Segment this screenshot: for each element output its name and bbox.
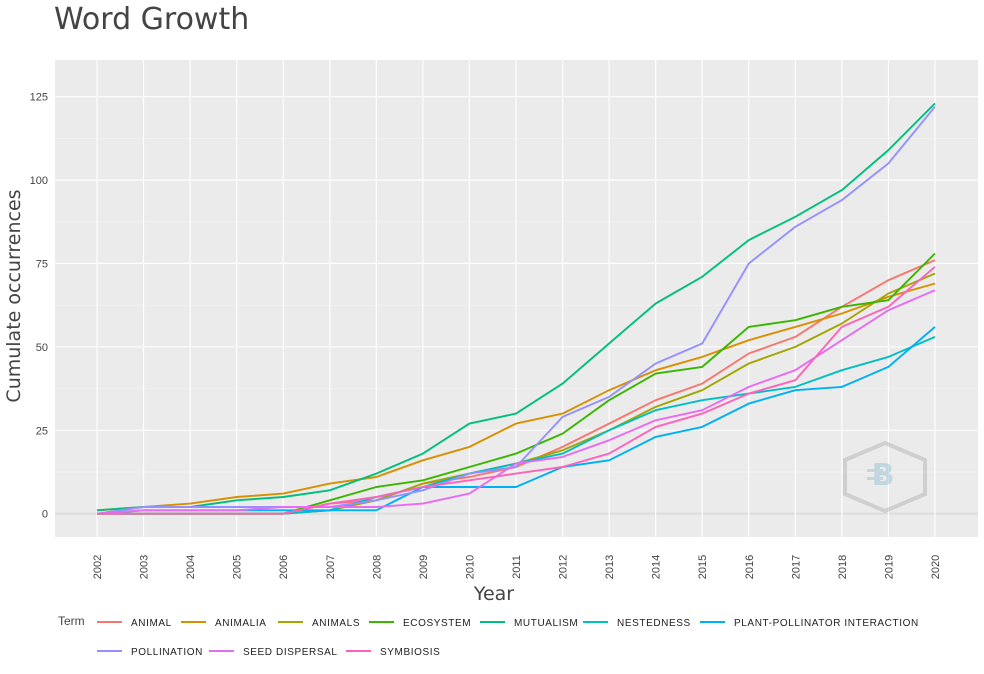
x-tick-label: 2013 [604, 555, 616, 579]
y-tick-label: 75 [36, 258, 48, 270]
x-tick-label: 2018 [837, 555, 849, 579]
x-tick-label: 2004 [185, 555, 197, 579]
legend-item-label: ECOSYSTEM [403, 618, 471, 629]
series-line-seed-dispersal [96, 289, 936, 515]
chart-title: Word Growth [54, 2, 249, 37]
y-tick-label: 100 [30, 175, 48, 187]
y-axis-ticks: 0 25 50 75 100 125 [30, 92, 48, 521]
x-tick-label: 2003 [139, 555, 151, 579]
series-line-animalia [96, 282, 936, 512]
svg-text:B: B [872, 458, 895, 493]
x-tick-label: 2006 [278, 555, 290, 579]
series-line-symbiosis [97, 266, 936, 515]
y-tick-label: 50 [36, 342, 48, 354]
x-tick-label: 2019 [883, 555, 895, 579]
legend-item-label: ANIMAL [131, 618, 172, 629]
x-axis-title: Year [473, 583, 514, 605]
x-tick-label: 2002 [92, 555, 104, 579]
bibliometrix-logo: B [843, 440, 927, 514]
series-lines [96, 102, 936, 515]
y-axis-title: Cumulate occurrences [3, 189, 25, 402]
legend-item-label: POLLINATION [131, 647, 203, 658]
x-tick-label: 2012 [558, 555, 570, 579]
y-tick-label: 0 [42, 509, 48, 521]
x-tick-label: 2009 [418, 555, 430, 579]
series-line-mutualism [96, 102, 936, 512]
legend-item-label: PLANT-POLLINATOR INTERACTION [734, 618, 919, 629]
x-tick-label: 2020 [930, 555, 942, 579]
x-tick-label: 2010 [464, 555, 476, 579]
legend-item-label: ANIMALS [312, 618, 360, 629]
series-line-pollination [96, 106, 936, 515]
legend-title: Term [58, 614, 85, 628]
legend-item-label: SEED DISPERSAL [243, 647, 338, 658]
legend: ANIMAL ANIMALIA ANIMALS ECOSYSTEM MUTUALISM N… [97, 618, 919, 658]
legend-item-label: MUTUALISM [514, 618, 578, 629]
legend-item-label: SYMBIOSIS [380, 647, 440, 658]
y-tick-label: 125 [30, 92, 48, 104]
legend-item-label: ANIMALIA [215, 618, 266, 629]
x-tick-label: 2014 [651, 555, 663, 579]
x-tick-label: 2017 [790, 555, 802, 579]
x-axis-ticks: 2002 2003 2004 2005 2006 2007 2008 2009 2010 2011… [92, 555, 942, 579]
grid-lines [55, 60, 978, 537]
x-tick-label: 2015 [697, 555, 709, 579]
legend-item-label: NESTEDNESS [617, 618, 691, 629]
x-tick-label: 2008 [371, 555, 383, 579]
x-tick-label: 2005 [232, 555, 244, 579]
y-tick-label: 25 [36, 425, 48, 437]
x-tick-label: 2011 [511, 555, 523, 579]
x-tick-label: 2007 [325, 555, 337, 579]
x-tick-label: 2016 [744, 555, 756, 579]
